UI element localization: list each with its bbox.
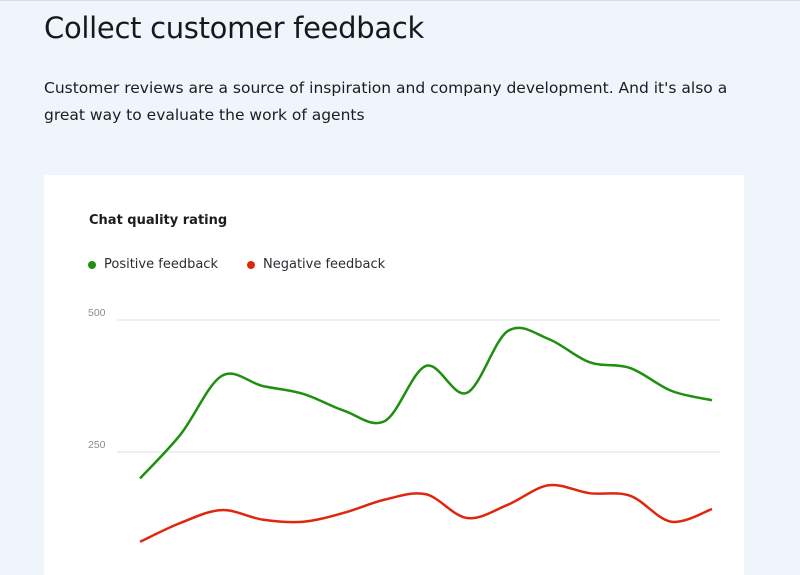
y-tick-label: 250 [88,439,106,451]
legend-label: Negative feedback [263,257,386,272]
legend-item-negative[interactable]: Negative feedback [247,257,385,272]
series-line-positive-feedback [139,326,713,480]
chart-title: Chat quality rating [89,213,228,228]
legend-label: Positive feedback [104,257,218,272]
page-title: Collect customer feedback [44,11,424,45]
line-chart: 250 500 [88,307,720,543]
page-description: Customer reviews are a source of inspira… [44,79,728,124]
y-tick-label: 500 [88,307,106,319]
chart-card: Chat quality rating Positive feedback Ne… [44,175,744,575]
legend-dot-icon [88,260,96,269]
series-line-negative-feedback [139,483,713,543]
legend-item-positive[interactable]: Positive feedback [88,257,218,272]
legend-dot-icon [247,260,255,269]
